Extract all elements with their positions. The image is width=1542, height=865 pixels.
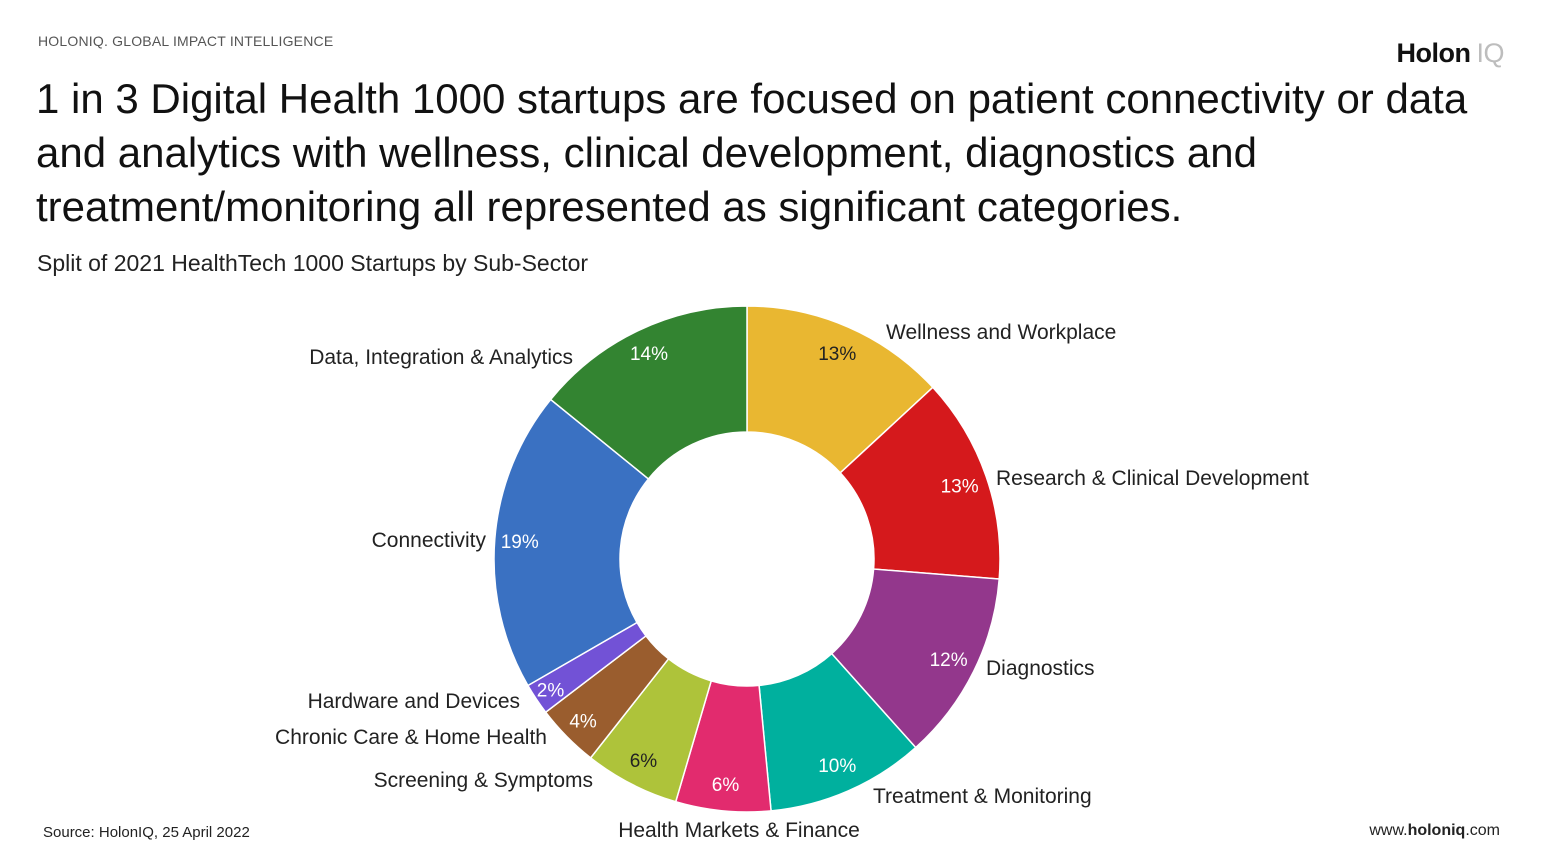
site-prefix: www. bbox=[1369, 822, 1408, 839]
slice-percent-wellness-and-workplace: 13% bbox=[818, 344, 856, 365]
slice-percent-health-markets-and-finance: 6% bbox=[712, 775, 740, 796]
slice-data-integration-and-analytics bbox=[549, 305, 748, 480]
holoniq-logo: Holon IQ bbox=[1397, 38, 1505, 69]
logo-main-text: Holon bbox=[1396, 38, 1471, 68]
slice-name-data-integration-and-analytics: Data, Integration & Analytics bbox=[309, 346, 573, 369]
slice-name-connectivity: Connectivity bbox=[372, 529, 487, 552]
slice-percent-connectivity: 19% bbox=[501, 532, 539, 553]
slice-name-wellness-and-workplace: Wellness and Workplace bbox=[886, 321, 1116, 344]
slice-percent-data-integration-and-analytics: 14% bbox=[630, 344, 668, 365]
headline: 1 in 3 Digital Health 1000 startups are … bbox=[36, 75, 1468, 230]
slice-name-screening-and-symptoms: Screening & Symptoms bbox=[374, 769, 593, 792]
slice-name-treatment-and-monitoring: Treatment & Monitoring bbox=[873, 785, 1092, 808]
slice-connectivity bbox=[493, 398, 650, 687]
slice-name-chronic-care-and-home-health: Chronic Care & Home Health bbox=[275, 726, 547, 749]
logo-suffix-text: IQ bbox=[1476, 38, 1504, 68]
slice-name-diagnostics: Diagnostics bbox=[986, 657, 1095, 680]
slice-name-research-and-clinical-development: Research & Clinical Development bbox=[996, 467, 1309, 490]
slice-percent-research-and-clinical-development: 13% bbox=[941, 476, 979, 497]
slice-name-hardware-and-devices: Hardware and Devices bbox=[308, 690, 520, 713]
site-brand: holoniq bbox=[1407, 822, 1466, 839]
source-note: Source: HolonIQ, 25 April 2022 bbox=[43, 824, 250, 841]
chart-subtitle: Split of 2021 HealthTech 1000 Startups b… bbox=[37, 250, 589, 276]
slice-percent-chronic-care-and-home-health: 4% bbox=[569, 711, 597, 732]
slice-name-health-markets-and-finance: Health Markets & Finance bbox=[618, 819, 860, 842]
website-link[interactable]: www.holoniq.com bbox=[1369, 822, 1500, 840]
slice-percent-treatment-and-monitoring: 10% bbox=[818, 756, 856, 777]
slice-percent-screening-and-symptoms: 6% bbox=[630, 751, 658, 772]
site-suffix: .com bbox=[1465, 822, 1500, 839]
slice-percent-hardware-and-devices: 2% bbox=[537, 681, 565, 702]
slice-percent-diagnostics: 12% bbox=[930, 650, 968, 671]
top-tagline: HOLONIQ. GLOBAL IMPACT INTELLIGENCE bbox=[38, 33, 334, 49]
